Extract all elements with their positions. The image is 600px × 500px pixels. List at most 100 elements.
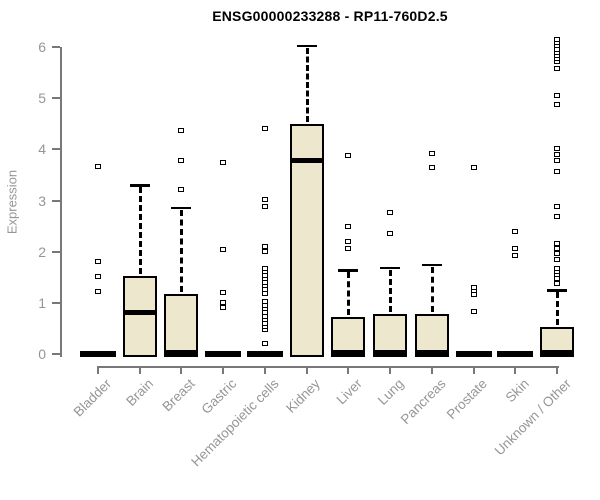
median-line <box>164 350 199 356</box>
outlier-point <box>387 210 394 216</box>
upper-whisker-cap <box>338 269 359 272</box>
box <box>122 276 157 357</box>
outlier-point <box>554 246 560 252</box>
box <box>331 316 366 357</box>
box <box>373 313 408 357</box>
outlier-point <box>261 204 268 210</box>
upper-whisker <box>180 209 184 293</box>
outlier-point <box>470 309 477 315</box>
collapsed-box <box>205 351 242 357</box>
median-line <box>289 157 324 163</box>
outlier-point <box>554 281 560 287</box>
outlier-point <box>554 266 560 272</box>
outlier-point <box>261 249 268 255</box>
upper-whisker-cap <box>171 206 192 210</box>
outlier-point <box>220 246 227 252</box>
median-line <box>122 309 157 315</box>
x-axis-tick <box>347 366 350 374</box>
y-axis-tick <box>52 97 60 100</box>
x-axis-tick <box>514 366 517 374</box>
y-axis-tick <box>52 250 60 253</box>
collapsed-box <box>455 351 492 357</box>
outlier-point <box>554 257 560 263</box>
outlier-point <box>178 186 185 192</box>
y-axis-tick <box>52 199 60 202</box>
y-axis-tick <box>52 148 60 151</box>
outlier-point <box>261 125 268 131</box>
upper-whisker <box>556 292 559 326</box>
outlier-point <box>470 284 477 290</box>
upper-whisker-cap <box>129 184 150 187</box>
outlier-point <box>512 246 519 252</box>
x-category-label-text: Unknown / Other <box>491 376 574 459</box>
median-line <box>373 350 408 356</box>
x-category-label-text: Bladder <box>71 376 115 420</box>
x-axis-tick <box>430 366 433 374</box>
y-tick-label: 0 <box>38 346 46 362</box>
outlier-point <box>261 244 268 250</box>
median-line <box>414 350 449 356</box>
outlier-point <box>95 163 101 169</box>
median-line <box>331 350 366 356</box>
x-axis-tick <box>180 366 183 374</box>
outlier-point <box>95 259 101 265</box>
outlier-point <box>554 214 560 220</box>
x-category-label-text: Breast <box>159 376 199 415</box>
y-axis-tick <box>52 301 60 304</box>
x-category-label-text: Lung <box>374 376 407 408</box>
outlier-point <box>428 150 435 156</box>
outlier-point <box>178 157 185 163</box>
x-axis-tick <box>97 366 99 374</box>
box <box>164 294 199 357</box>
outlier-point <box>554 152 560 158</box>
x-axis-tick <box>263 366 266 374</box>
outlier-point <box>554 102 560 108</box>
outlier-point <box>178 128 185 134</box>
outlier-point <box>554 145 560 151</box>
x-axis-line <box>98 366 559 368</box>
upper-whisker-cap <box>547 289 567 292</box>
outlier-point <box>428 164 435 170</box>
upper-whisker <box>138 187 142 275</box>
x-category-label-text: Liver <box>333 376 365 408</box>
box <box>289 123 324 357</box>
outlier-point <box>261 299 268 305</box>
x-axis-tick <box>305 366 308 374</box>
outlier-point <box>554 169 560 175</box>
upper-whisker-cap <box>296 44 317 48</box>
x-axis-tick <box>556 366 558 374</box>
outlier-point <box>220 290 227 296</box>
outlier-point <box>554 250 560 256</box>
y-tick-label: 5 <box>38 90 46 107</box>
outlier-point <box>345 224 352 230</box>
outlier-point <box>387 230 394 236</box>
outlier-point <box>512 229 519 235</box>
y-tick-label: 6 <box>38 39 46 55</box>
upper-whisker <box>389 269 393 312</box>
collapsed-box <box>80 351 116 357</box>
outlier-point <box>95 273 101 279</box>
outlier-point <box>95 289 101 295</box>
x-category-label-text: Gastric <box>198 376 240 417</box>
outlier-point <box>220 300 227 306</box>
x-category-label-text: Brain <box>123 376 157 409</box>
outlier-point <box>220 160 227 166</box>
upper-whisker-cap <box>380 266 401 270</box>
upper-whisker <box>430 266 434 313</box>
collapsed-box <box>246 351 283 357</box>
outlier-point <box>554 65 560 71</box>
outlier-point <box>470 164 477 170</box>
collapsed-box <box>497 351 534 357</box>
outlier-point <box>261 265 268 271</box>
outlier-point <box>554 92 560 98</box>
x-category-label-text: Pancreas <box>397 376 449 427</box>
outlier-point <box>345 239 352 245</box>
outlier-point <box>345 246 352 252</box>
y-axis-tick <box>52 353 60 355</box>
outlier-point <box>261 340 268 346</box>
y-axis-line <box>60 47 62 357</box>
x-category-label-text: Kidney <box>283 376 324 416</box>
upper-whisker-cap <box>421 263 442 267</box>
x-axis-tick <box>138 366 141 374</box>
